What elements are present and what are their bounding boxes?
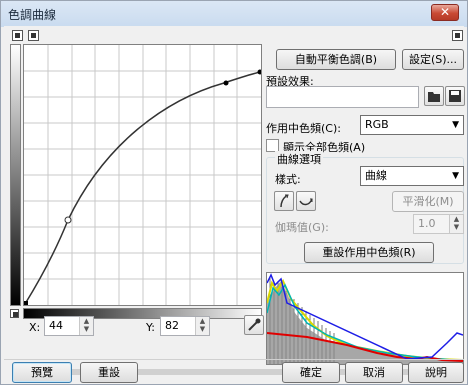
show-all-checkbox[interactable] xyxy=(266,139,279,152)
dialog-client-area: X: 44 ▲ ▼ Y: 82 ▲ ▼ 自動平衡色調(B) 設定(S)... 預設效… xyxy=(4,26,465,383)
x-value-field[interactable]: 44 ▲ ▼ xyxy=(44,316,94,336)
title-bar: 色調曲線 ✕ xyxy=(1,1,467,25)
histogram-luminance xyxy=(267,281,463,364)
curve-node-selected[interactable] xyxy=(223,80,229,86)
chevron-down-icon: ▼ xyxy=(452,171,459,181)
close-button[interactable]: ✕ xyxy=(431,4,459,21)
channel-value: RGB xyxy=(365,118,389,131)
reset-button[interactable]: 重設 xyxy=(80,362,138,383)
folder-open-icon xyxy=(428,92,440,102)
output-gradient-bar xyxy=(10,44,21,306)
channel-label: 作用中色頻(C): xyxy=(266,122,341,135)
preview-button[interactable]: 預覽 xyxy=(12,362,72,383)
flip-vertical-button[interactable] xyxy=(274,191,294,211)
show-all-label[interactable]: 顯示全部色頻(A) xyxy=(283,141,366,154)
tone-curve-line[interactable] xyxy=(24,71,261,305)
floppy-save-icon xyxy=(449,90,461,102)
x-value: 44 xyxy=(49,319,63,332)
curve-svg[interactable] xyxy=(24,45,261,305)
cancel-button[interactable]: 取消 xyxy=(345,362,403,383)
auto-balance-button[interactable]: 自動平衡色調(B) xyxy=(276,49,396,70)
smooth-button[interactable]: 平滑化(M) xyxy=(392,191,464,212)
curve-grid xyxy=(24,45,261,305)
flip-horizontal-button[interactable] xyxy=(296,191,316,211)
curve-node-open[interactable] xyxy=(64,216,72,224)
style-select[interactable]: 曲線 ▼ xyxy=(360,166,464,186)
help-button[interactable]: 說明 xyxy=(408,362,464,383)
gamma-value: 1.0 xyxy=(418,217,436,230)
histogram xyxy=(266,272,464,365)
input-gradient-bar xyxy=(23,308,262,319)
gamma-field[interactable]: 1.0 ▲ ▼ xyxy=(413,214,464,234)
expand-panel-button[interactable] xyxy=(452,30,463,41)
style-value: 曲線 xyxy=(365,169,387,182)
progress-track xyxy=(14,369,462,375)
view-toggle-right-button[interactable] xyxy=(28,30,39,41)
y-value-field[interactable]: 82 ▲ ▼ xyxy=(160,316,210,336)
save-preset-button[interactable] xyxy=(445,86,465,106)
presets-field[interactable] xyxy=(266,86,419,108)
curve-options-label: 曲線選項 xyxy=(275,151,323,167)
view-toggle-left-button[interactable] xyxy=(12,30,23,41)
window-title: 色調曲線 xyxy=(8,8,57,22)
curve-graph[interactable] xyxy=(23,44,262,306)
eyedropper-icon xyxy=(248,318,261,331)
settings-button[interactable]: 設定(S)... xyxy=(402,49,464,70)
y-spinner[interactable]: ▲ ▼ xyxy=(195,317,209,335)
curve-node-end[interactable] xyxy=(257,69,262,75)
x-label: X: xyxy=(29,321,41,334)
footer-separator xyxy=(4,359,464,360)
histogram-svg xyxy=(266,273,464,364)
y-label: Y: xyxy=(146,321,155,334)
x-spinner[interactable]: ▲ ▼ xyxy=(79,317,93,335)
histogram-blue-channel xyxy=(266,273,464,360)
eyedropper-button[interactable] xyxy=(244,315,264,335)
ok-button[interactable]: 確定 xyxy=(282,362,340,383)
flip-horizontal-icon xyxy=(299,198,313,206)
input-reset-button[interactable] xyxy=(10,309,19,318)
open-preset-button[interactable] xyxy=(424,86,444,106)
curve-node-start[interactable] xyxy=(24,301,28,305)
reset-channel-button[interactable]: 重設作用中色頻(R) xyxy=(304,242,434,263)
gamma-label: 伽瑪值(G): xyxy=(275,221,329,234)
style-label: 樣式: xyxy=(275,173,301,186)
presets-label: 預設效果: xyxy=(266,75,314,88)
y-value: 82 xyxy=(165,319,179,332)
gamma-spinner[interactable]: ▲ ▼ xyxy=(449,215,463,233)
flip-vertical-icon xyxy=(280,194,289,208)
chevron-down-icon: ▼ xyxy=(452,120,459,130)
channel-select[interactable]: RGB ▼ xyxy=(360,115,464,135)
